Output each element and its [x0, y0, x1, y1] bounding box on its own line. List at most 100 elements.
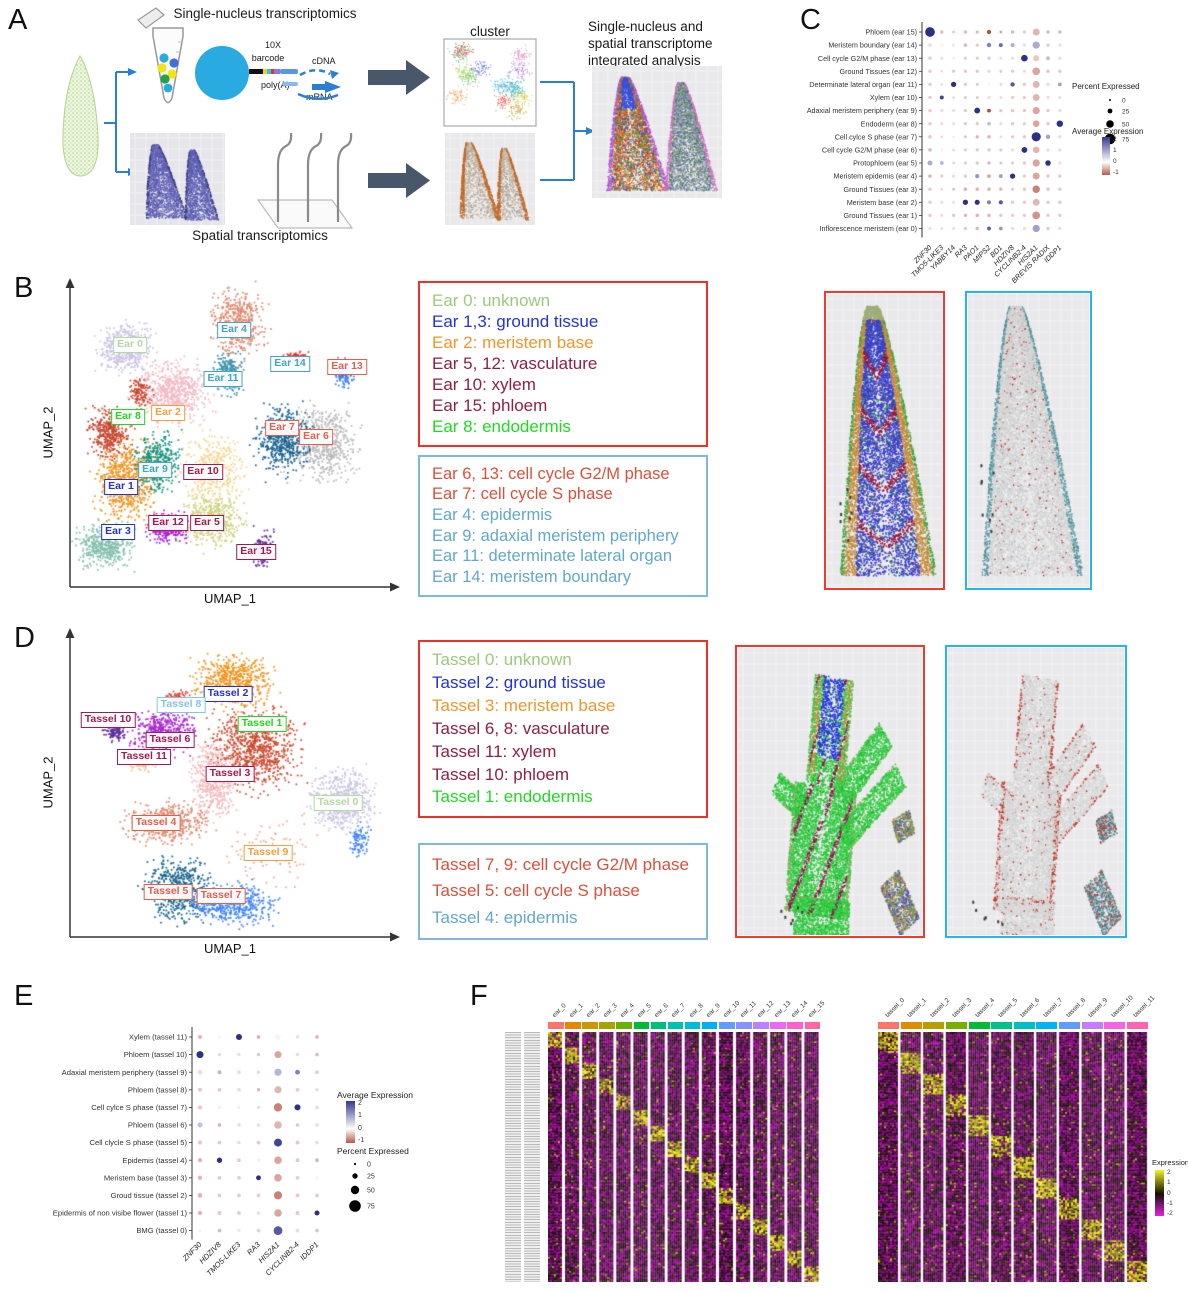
percent-legend-tick: 25 — [367, 1173, 375, 1180]
heatmap-cluster-bar — [1013, 1022, 1035, 1029]
tassel-annotation-legend-red: Tassel 0: unknown Tassel 2: ground tissue… — [418, 640, 708, 818]
heatmap-cluster-label: ear_7 — [670, 1002, 688, 1019]
he-stained-sections-image — [130, 133, 225, 225]
average-expression-colorbar-e — [346, 1101, 355, 1143]
heatmap-cluster-bar — [548, 1022, 564, 1029]
colorbar-tick: 2 — [358, 1100, 362, 1107]
heatmap-cluster-label: ear_1 — [567, 1002, 585, 1019]
heatmap-cluster-label: ear_15 — [807, 999, 827, 1019]
cluster-tag: Ear 3 — [101, 524, 135, 540]
heatmap-cluster-bar — [582, 1022, 598, 1029]
heatmap-cluster-label: ear_5 — [636, 1002, 654, 1019]
cluster-tag: Ear 0 — [113, 337, 147, 353]
tenx-label: 10X — [264, 40, 281, 50]
percent-legend-tick: 0 — [367, 1161, 371, 1168]
annotation-legend-line: Ear 14: meristem boundary — [432, 568, 632, 587]
dotplot-row-label: Xylem (tassel 11) — [129, 1033, 188, 1042]
panel-a-bottom-title: Spatial transcriptomics — [192, 228, 328, 243]
cluster-caption: cluster — [470, 24, 510, 39]
ear-annotation-legend-blue: Ear 6, 13: cell cycle G2/M phase Ear 7: c… — [418, 455, 708, 597]
cluster-tag: Tassel 9 — [243, 845, 293, 861]
dotplot-row-label: Protophloem (ear 5) — [853, 159, 917, 168]
cluster-tag: Ear 9 — [138, 462, 172, 478]
heatmap-cluster-label: tassel_7 — [1041, 996, 1065, 1019]
integration-bracket — [540, 81, 586, 181]
cluster-tag: Tassel 11 — [117, 749, 171, 765]
panel-c-label: C — [800, 4, 821, 36]
annotation-legend-line: Ear 8: endodermis — [432, 417, 571, 437]
colorbar-tick: -2 — [1167, 1210, 1173, 1217]
tassel-spatial-annotated-frame — [735, 645, 925, 938]
heatmap-cluster-label: ear_12 — [755, 999, 776, 1019]
heatmap-cluster-bar — [1126, 1022, 1148, 1029]
percent-expressed-title-e: Percent Expressed — [337, 1146, 409, 1156]
cluster-tag: Ear 8 — [111, 409, 145, 425]
gel-bead-icon — [195, 46, 249, 100]
tassel-marker-dotplot: Xylem (tassel 11) Phloem (tassel 10) Adaxi… — [53, 1027, 320, 1278]
colorbar-tick: 2 — [1113, 136, 1117, 143]
percent-legend-tick: 50 — [1122, 121, 1130, 128]
colorbar-tick: -1 — [1167, 1199, 1173, 1207]
annotation-legend-line: Tassel 2: ground tissue — [432, 673, 606, 693]
heatmap-cluster-label: ear_6 — [653, 1002, 671, 1019]
spatial-array-icon — [256, 132, 354, 229]
heatmap-cluster-bar — [736, 1022, 752, 1029]
ear-marker-dotplot: Phloem (ear 15) Meristem boundary (ear 14… — [807, 22, 1063, 285]
heatmap-cluster-label: ear_13 — [773, 999, 793, 1019]
spatial-spots-sections-image — [445, 133, 535, 225]
cluster-tag: Tassel 5 — [143, 884, 193, 900]
heatmap-cluster-label: tassel_2 — [928, 996, 951, 1019]
workflow-diagram — [62, 7, 595, 229]
annotation-legend-line: Tassel 3: meristem base — [432, 696, 616, 716]
dotplot-row-label: Cell clycle S phase (tassel 5) — [90, 1138, 188, 1147]
heatmap-cluster-label: ear_14 — [790, 999, 810, 1019]
annotation-legend-line: Ear 1,3: ground tissue — [432, 311, 599, 331]
dotplot-row-label: Cell cylce S phase (tassel 7) — [91, 1103, 187, 1112]
heatmap-cluster-bar — [1059, 1022, 1081, 1029]
panel-a-top-title: Single-nucleus transcriptomics — [173, 6, 357, 21]
colorbar-tick: 1 — [1113, 147, 1117, 154]
heatmap-cluster-label: tassel_8 — [1064, 996, 1087, 1019]
branch-arrows — [104, 71, 128, 173]
heatmap-cluster-bar — [804, 1022, 820, 1029]
heatmap-cluster-label: ear_10 — [721, 999, 742, 1019]
average-expression-title-e: Average Expression — [337, 1090, 413, 1100]
tassel-umap-xlabel: UMAP_1 — [203, 941, 257, 956]
annotation-legend-line: Ear 2: meristem base — [432, 332, 594, 352]
heatmap-cluster-bar — [565, 1022, 581, 1029]
dotplot-row-label: Epidemis (tassel 4) — [122, 1156, 187, 1165]
barcode-label: barcode — [251, 53, 285, 63]
panel-f-label: F — [470, 980, 488, 1012]
ear-umap-ylabel: UMAP_2 — [40, 406, 56, 459]
heatmap-cluster-bar — [684, 1022, 701, 1029]
colorbar-tick: 2 — [1167, 1169, 1171, 1176]
heatmap-cluster-label: tassel_0 — [883, 996, 906, 1019]
cdna-label: cDNA — [312, 56, 336, 66]
panel-b-label: B — [14, 272, 34, 304]
gene-name-column-1 — [505, 1032, 521, 1282]
dotplot-row-label: Cell cycle G2/M phase (ear 6) — [822, 146, 917, 155]
tassel-marker-heatmap — [878, 1032, 1148, 1282]
dotplot-row-label: Meristem boundary (ear 14) — [828, 41, 917, 50]
cluster-tag: Tassel 10 — [80, 712, 136, 728]
heatmap-cluster-bar — [667, 1022, 684, 1029]
heatmap-cluster-bar — [753, 1022, 769, 1029]
tassel-umap-ylabel: UMAP_2 — [40, 756, 56, 809]
arrow-to-tube-icon — [128, 68, 137, 76]
average-expression-title-c: Average Expression — [1072, 127, 1144, 136]
dotplot-row-label: Adaxial meristem periphery (ear 9) — [807, 106, 917, 115]
heatmap-cluster-label: tassel_6 — [1019, 996, 1042, 1019]
heatmap-cluster-label: ear_3 — [602, 1002, 619, 1019]
colorbar-tick: 0 — [358, 1124, 362, 1132]
annotation-legend-line: Tassel 11: xylem — [432, 741, 557, 761]
dotplot-row-label: Phloem (tassel 10) — [124, 1050, 188, 1059]
barcode-construct-icon — [249, 69, 341, 100]
cluster-tag: Ear 4 — [217, 322, 251, 338]
dotplot-row-label: Epidermis of non visibe flower (tassel 1… — [53, 1209, 188, 1218]
cluster-tag: Ear 12 — [148, 515, 188, 531]
dotplot-row-label: Inflorescence meristem (ear 0) — [820, 224, 917, 233]
heatmap-cluster-label: tassel_10 — [1109, 994, 1135, 1019]
heatmap-cluster-bar — [616, 1022, 632, 1029]
arrow-to-integrated-icon — [586, 127, 595, 135]
